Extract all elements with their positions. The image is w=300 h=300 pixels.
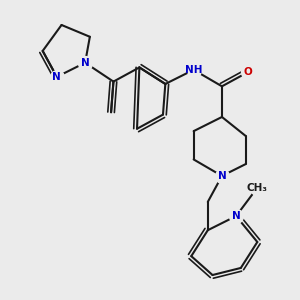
Text: N: N: [232, 211, 241, 221]
Text: CH₃: CH₃: [247, 183, 268, 193]
Text: N: N: [52, 72, 61, 82]
Text: N: N: [81, 58, 89, 68]
Text: N: N: [218, 171, 226, 181]
Text: O: O: [244, 67, 252, 77]
Text: NH: NH: [185, 65, 203, 75]
